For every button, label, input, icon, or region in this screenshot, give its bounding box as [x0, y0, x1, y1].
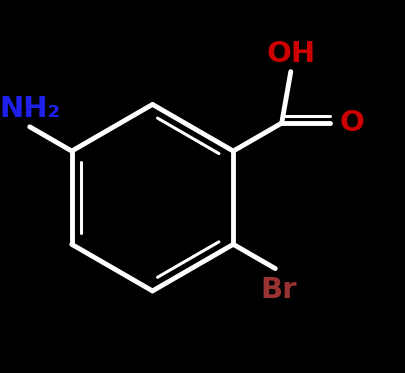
Text: O: O: [339, 109, 364, 137]
Text: NH₂: NH₂: [0, 95, 60, 123]
Text: OH: OH: [266, 40, 315, 68]
Text: Br: Br: [260, 276, 296, 304]
